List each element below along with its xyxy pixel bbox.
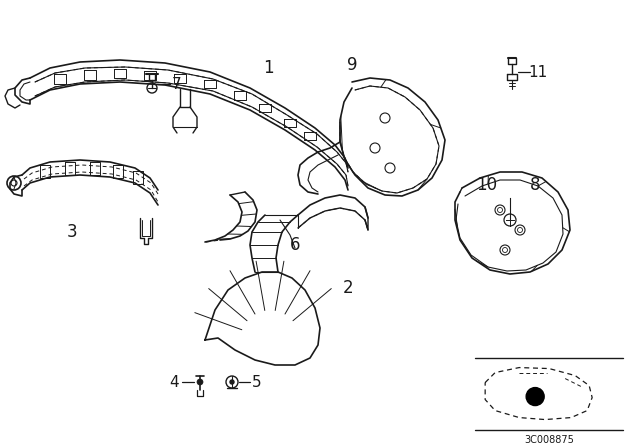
Text: 5: 5 (252, 375, 262, 389)
Text: 2: 2 (342, 279, 353, 297)
Text: 3: 3 (67, 223, 77, 241)
Text: 10: 10 (476, 176, 497, 194)
Text: 9: 9 (347, 56, 357, 74)
Text: 8: 8 (530, 176, 540, 194)
Text: 4: 4 (169, 375, 179, 389)
Text: 3C008875: 3C008875 (524, 435, 574, 445)
Circle shape (230, 380, 234, 384)
Text: 1: 1 (262, 59, 273, 77)
Circle shape (526, 388, 544, 405)
Text: 11: 11 (529, 65, 548, 79)
Circle shape (197, 379, 203, 385)
Text: 6: 6 (290, 236, 300, 254)
Text: 7: 7 (172, 77, 182, 91)
